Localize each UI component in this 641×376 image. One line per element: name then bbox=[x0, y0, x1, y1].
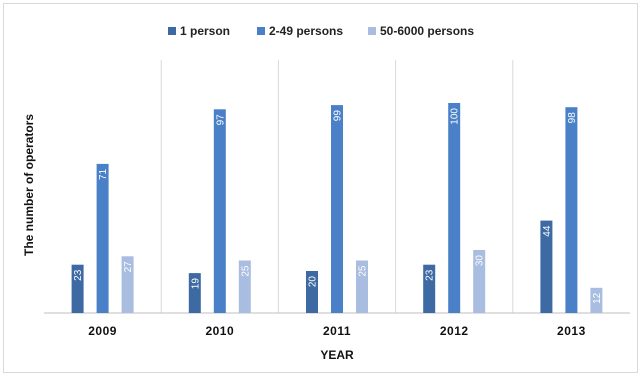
legend-swatch bbox=[368, 27, 376, 35]
bar bbox=[473, 250, 486, 313]
chart-frame bbox=[3, 3, 638, 373]
legend: 1 person 2-49 persons 50-6000 persons bbox=[168, 24, 474, 38]
legend-swatch bbox=[257, 27, 265, 35]
category-label: 2011 bbox=[323, 324, 351, 338]
bar bbox=[590, 287, 603, 313]
bars-group bbox=[71, 103, 603, 313]
data-label: 100 bbox=[450, 108, 461, 125]
data-label: 44 bbox=[542, 225, 553, 237]
data-label: 23 bbox=[425, 269, 436, 281]
data-label: 20 bbox=[308, 276, 319, 288]
legend-label: 2-49 persons bbox=[269, 24, 343, 38]
bar bbox=[188, 273, 201, 313]
bar bbox=[448, 103, 461, 313]
data-labels-group: 23 71 27 19 97 25 20 99 25 23 100 30 44 98 12 bbox=[73, 108, 603, 304]
bar bbox=[238, 260, 251, 313]
data-label: 12 bbox=[592, 292, 603, 304]
data-label: 71 bbox=[98, 168, 109, 180]
legend-label: 1 person bbox=[180, 24, 230, 38]
bar bbox=[71, 264, 84, 313]
data-label: 30 bbox=[475, 255, 486, 267]
bar bbox=[306, 271, 318, 313]
data-label: 25 bbox=[358, 265, 369, 277]
data-label: 27 bbox=[123, 261, 134, 273]
y-axis-title: The number of operators bbox=[22, 114, 36, 256]
x-axis-title: YEAR bbox=[320, 348, 354, 362]
bar bbox=[423, 264, 436, 313]
bar bbox=[213, 109, 226, 313]
bar bbox=[356, 260, 368, 313]
category-separators bbox=[160, 60, 514, 313]
data-label: 98 bbox=[567, 112, 578, 124]
category-label: 2010 bbox=[205, 324, 234, 338]
category-labels: 2009 2010 2011 2012 2013 bbox=[88, 324, 586, 338]
bar bbox=[96, 163, 109, 313]
legend-label: 50-6000 persons bbox=[380, 24, 474, 38]
bar bbox=[121, 256, 134, 313]
category-label: 2013 bbox=[557, 324, 586, 338]
legend-swatch bbox=[168, 27, 176, 35]
data-label: 97 bbox=[215, 114, 226, 126]
data-label: 25 bbox=[240, 265, 251, 277]
data-label: 99 bbox=[333, 110, 344, 122]
bar bbox=[331, 105, 343, 313]
data-label: 19 bbox=[190, 278, 201, 290]
data-label: 23 bbox=[73, 269, 84, 281]
category-label: 2012 bbox=[440, 324, 469, 338]
bar bbox=[540, 220, 553, 313]
bar bbox=[565, 107, 578, 313]
category-label: 2009 bbox=[88, 324, 117, 338]
